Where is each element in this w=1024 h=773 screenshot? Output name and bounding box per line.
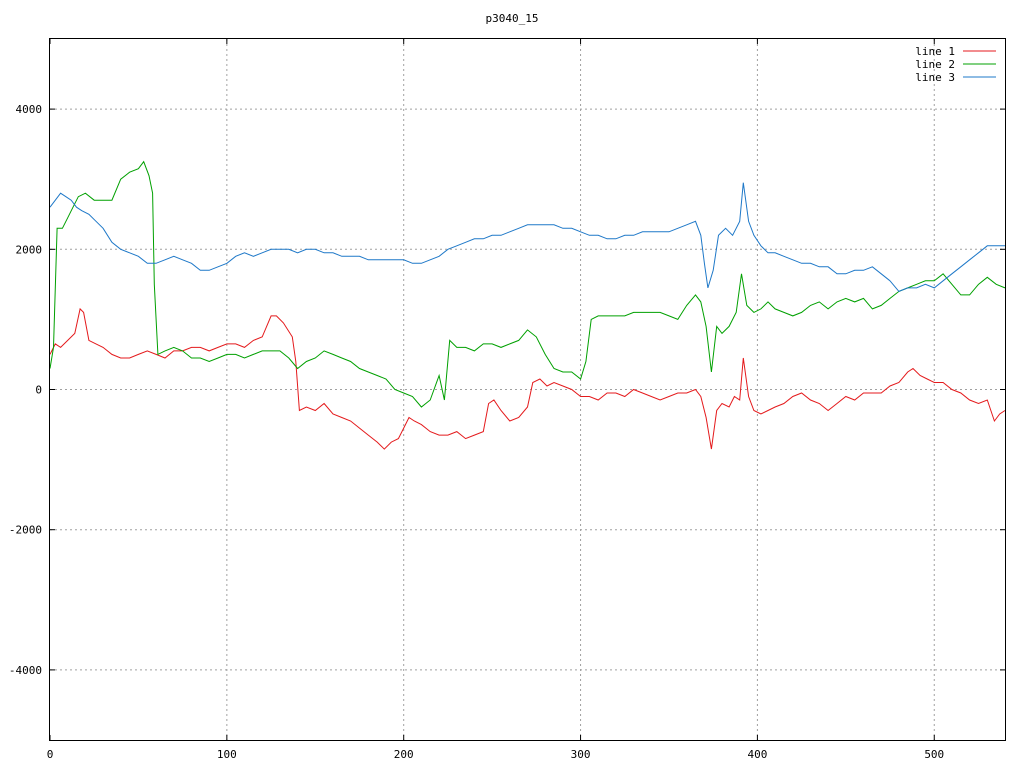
x-tick-label: 100 xyxy=(217,748,237,761)
plot-frame xyxy=(49,38,1006,741)
y-tick-label: 4000 xyxy=(16,103,43,116)
axis-ticks: 0 100 200 300 400 500 -4000 -2000 0 2000 4000 xyxy=(9,39,1005,761)
x-tick-label: 500 xyxy=(924,748,944,761)
grid xyxy=(50,39,1005,740)
x-tick-label: 200 xyxy=(394,748,414,761)
chart-title: p3040_15 xyxy=(486,12,539,25)
series-line-3 xyxy=(49,182,1005,292)
y-tick-label: -4000 xyxy=(9,664,42,677)
legend-label: line 3 xyxy=(915,71,955,84)
legend-label: line 1 xyxy=(915,45,955,58)
x-tick-label: 400 xyxy=(747,748,767,761)
series-line-1 xyxy=(49,307,1006,450)
series-line-2 xyxy=(49,160,1006,408)
y-tick-label: 2000 xyxy=(16,243,43,256)
legend-label: line 2 xyxy=(915,58,955,71)
x-tick-label: 0 xyxy=(47,748,54,761)
y-tick-label: 0 xyxy=(35,384,42,397)
series-layer xyxy=(49,160,1006,450)
x-tick-label: 300 xyxy=(571,748,591,761)
y-tick-label: -2000 xyxy=(9,524,42,537)
